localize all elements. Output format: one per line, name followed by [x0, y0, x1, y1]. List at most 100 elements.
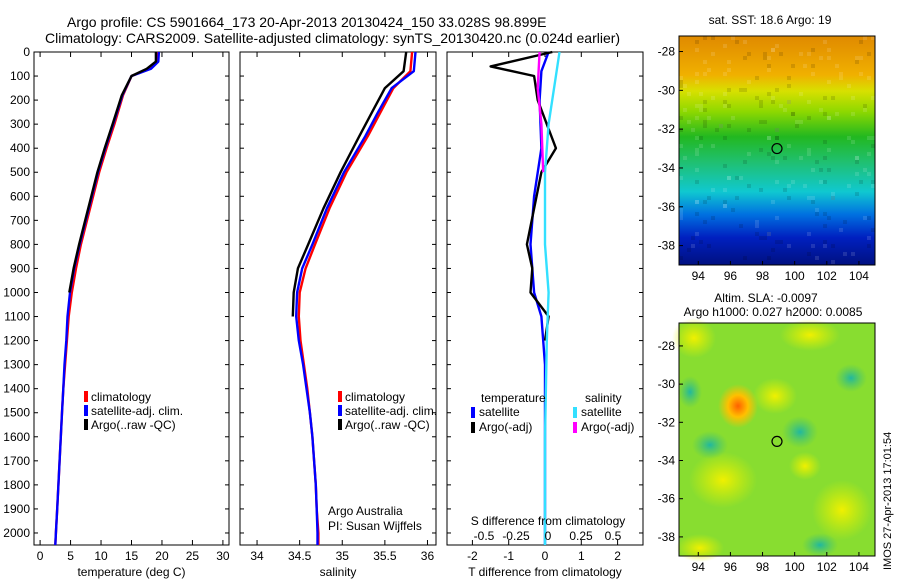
sst-texture-cell: [727, 104, 731, 108]
sst-texture-cell: [723, 104, 727, 108]
sst-texture-cell: [735, 40, 739, 44]
y-tick-label: 1000: [3, 285, 30, 299]
sst-texture-cell: [799, 156, 803, 160]
sst-texture-cell: [827, 168, 831, 172]
y-tick-label: 1900: [3, 502, 30, 516]
sst-texture-cell: [703, 100, 707, 104]
sst-texture-cell: [695, 180, 699, 184]
legend-swatch-2-2: [573, 407, 577, 418]
sst-texture-cell: [759, 104, 763, 108]
annotation-argo-australia: Argo Australia: [328, 504, 403, 518]
legend-swatch-0-2: [84, 419, 88, 430]
sst-texture-cell: [683, 108, 687, 112]
sst-texture-cell: [747, 80, 751, 84]
y-tick-label: 1100: [4, 310, 30, 324]
sst-texture-cell: [707, 116, 711, 120]
legend-label-2-2: satellite: [581, 405, 622, 419]
x-axis-label-2: T difference from climatology: [468, 565, 622, 579]
map-y-tick-label: -36: [658, 200, 676, 214]
sst-texture-cell: [815, 212, 819, 216]
sst-texture-cell: [767, 136, 771, 140]
sst-texture-cell: [723, 44, 727, 48]
sst-texture-cell: [823, 40, 827, 44]
temperature-panel: 0 5 10 15 20 25 30 temperature (deg C) 0 100 200 30…: [3, 45, 230, 579]
sla-argo-location-marker: [771, 435, 783, 448]
sst-texture-cell: [755, 76, 759, 80]
sst-texture-cell: [767, 68, 771, 72]
sst-texture-cell: [691, 128, 695, 132]
sst-texture-cell: [763, 120, 767, 124]
sst-texture-cell: [723, 204, 727, 208]
sst-texture-cell: [679, 84, 683, 88]
sst-texture-cell: [843, 252, 847, 256]
sst-texture-cell: [775, 160, 779, 164]
sst-texture-cell: [871, 36, 875, 40]
x2-tick-label: -0.5: [474, 529, 495, 543]
sst-texture-cell: [831, 196, 835, 200]
sst-texture-cell: [819, 180, 823, 184]
sst-texture-cell: [707, 68, 711, 72]
sst-texture-cell: [787, 196, 791, 200]
sst-texture-cell: [843, 220, 847, 224]
sst-texture-cell: [807, 116, 811, 120]
sst-texture-cell: [759, 120, 763, 124]
sst-texture-cell: [683, 84, 687, 88]
sst-texture-cell: [823, 140, 827, 144]
x-tick-label-1: 34.5: [288, 549, 312, 563]
sst-texture-cell: [695, 200, 699, 204]
sst-texture-cell: [867, 52, 871, 56]
sst-texture-cell: [723, 72, 727, 76]
sst-texture-cell: [827, 48, 831, 52]
sst-texture-cell: [699, 92, 703, 96]
sst-texture-cell: [699, 144, 703, 148]
sst-texture-cell: [755, 232, 759, 236]
sst-texture-cell: [839, 72, 843, 76]
sst-texture-cell: [787, 100, 791, 104]
sst-texture-cell: [739, 88, 743, 92]
sst-texture-cell: [759, 100, 763, 104]
sst-texture-cell: [767, 152, 771, 156]
sst-texture-cell: [867, 172, 871, 176]
sst-texture-cell: [695, 168, 699, 172]
sst-heatmap: [679, 36, 875, 265]
sst-texture-cell: [687, 248, 691, 252]
sst-texture-cell: [711, 52, 715, 56]
y-tick-label: 1500: [3, 406, 30, 420]
sst-texture-cell: [811, 64, 815, 68]
sst-texture-cell: [743, 160, 747, 164]
sst-texture-cell: [759, 148, 763, 152]
sst-texture-cell: [699, 240, 703, 244]
title-line-2: Climatology: CARS2009. Satellite-adjuste…: [45, 30, 620, 46]
sst-texture-cell: [695, 152, 699, 156]
sla-map-subtitle: Argo h1000: 0.027 h2000: 0.0085: [684, 305, 863, 319]
sst-texture-cell: [823, 224, 827, 228]
sst-texture-cell: [755, 96, 759, 100]
sst-texture-cell: [863, 104, 867, 108]
sst-texture-cell: [719, 124, 723, 128]
x-tick-label-2: 0: [542, 549, 549, 563]
x-axis-label-0: temperature (deg C): [77, 565, 185, 579]
x-tick-label-2: 1: [578, 549, 585, 563]
sst-texture-cell: [763, 52, 767, 56]
sst-texture-cell: [871, 228, 875, 232]
sst-texture-cell: [791, 112, 795, 116]
sst-texture-cell: [827, 148, 831, 152]
sst-texture-cell: [823, 156, 827, 160]
legend-swatch-1-0: [338, 391, 342, 402]
sst-texture-cell: [799, 92, 803, 96]
sst-texture-cell: [735, 196, 739, 200]
sst-texture-cell: [723, 100, 727, 104]
map-x-tick-label: 100: [785, 560, 805, 574]
y-tick-label: 1300: [3, 358, 30, 372]
sst-texture-cell: [723, 200, 727, 204]
sst-texture-cell: [695, 80, 699, 84]
map-y-tick-label: -28: [658, 45, 676, 59]
sla-map-frame: [678, 322, 876, 557]
sst-texture-cell: [851, 96, 855, 100]
sst-texture-cell: [711, 144, 715, 148]
x-tick-label-0: 5: [67, 549, 74, 563]
sst-texture-cell: [871, 184, 875, 188]
sst-texture-cell: [771, 156, 775, 160]
sst-texture-cell: [703, 200, 707, 204]
